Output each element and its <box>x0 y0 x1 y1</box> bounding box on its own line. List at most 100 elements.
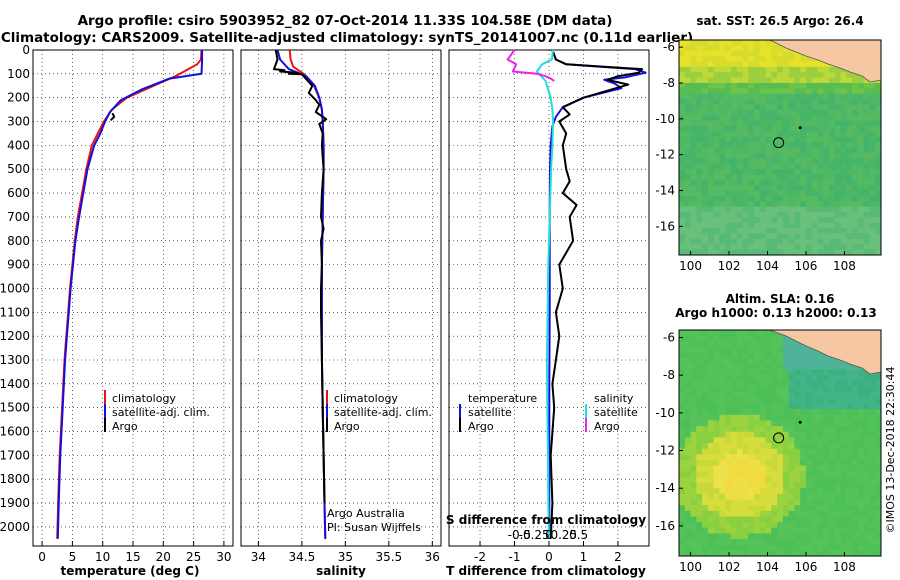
heatmap-cell <box>829 437 836 444</box>
heatmap-cell <box>748 201 755 208</box>
heatmap-cell <box>713 61 720 68</box>
heatmap-cell <box>719 179 726 186</box>
heatmap-cell <box>863 249 871 255</box>
map-y-tick-label: -14 <box>655 184 675 198</box>
heatmap-cell <box>788 201 796 208</box>
heatmap-cell <box>869 201 876 208</box>
heatmap-cell <box>777 465 784 472</box>
heatmap-cell <box>742 83 749 89</box>
heatmap-cell <box>777 420 784 427</box>
heatmap-cell <box>800 533 807 540</box>
heatmap-cell <box>840 454 847 461</box>
heatmap-cell <box>696 488 703 495</box>
legend-label-argo: Argo <box>334 420 360 433</box>
heatmap-cell <box>782 476 790 484</box>
heatmap-cell <box>696 201 703 208</box>
heatmap-cell <box>730 516 738 523</box>
heatmap-cell <box>875 109 881 116</box>
heatmap-cell <box>800 437 807 444</box>
heatmap-cell <box>829 420 836 427</box>
heatmap-cell <box>788 88 796 95</box>
heatmap-cell <box>788 460 796 467</box>
heatmap-cell <box>759 476 767 484</box>
heatmap-cell <box>696 330 703 337</box>
heatmap-cell <box>817 437 824 444</box>
heatmap-cell <box>748 61 755 68</box>
heatmap-cell <box>742 471 749 478</box>
heatmap-cell <box>788 352 796 359</box>
heatmap-cell <box>777 471 784 478</box>
series-s-argo <box>506 49 555 82</box>
heatmap-cell <box>690 88 697 95</box>
heatmap-cell <box>794 56 801 63</box>
heatmap-cell <box>817 539 824 546</box>
heatmap-cell <box>823 109 830 116</box>
heatmap-cell <box>782 380 790 388</box>
heatmap-cell <box>771 358 778 365</box>
heatmap-cell <box>817 482 824 489</box>
heatmap-cell <box>869 522 876 529</box>
heatmap-cell <box>748 88 755 95</box>
heatmap-cell <box>684 163 692 170</box>
heatmap-cell <box>713 115 720 122</box>
x-tick-label: 0 <box>38 550 46 564</box>
heatmap-cell <box>840 505 847 512</box>
heatmap-cell <box>684 152 692 159</box>
x-tick-label: 0 <box>545 550 553 564</box>
heatmap-cell <box>857 163 865 170</box>
heatmap-cell <box>719 375 726 382</box>
heatmap-cell <box>857 488 865 495</box>
heatmap-cell <box>696 249 703 255</box>
heatmap-cell <box>771 488 778 495</box>
heatmap-cell <box>817 499 824 506</box>
heatmap-cell <box>834 104 842 111</box>
heatmap-cell <box>881 94 887 100</box>
heatmap-cell <box>834 115 842 122</box>
heatmap-cell <box>829 460 836 467</box>
heatmap-cell <box>817 510 824 517</box>
heatmap-cell <box>696 238 703 245</box>
heatmap-cell <box>817 409 824 416</box>
heatmap-cell <box>811 190 819 197</box>
heatmap-cell <box>834 147 842 154</box>
heatmap-cell <box>725 499 732 506</box>
heatmap-cell <box>817 77 824 84</box>
heatmap-cell <box>736 380 744 388</box>
heatmap-cell <box>679 77 686 84</box>
map-y-tick-label: -10 <box>655 112 675 126</box>
heatmap-cell <box>823 510 830 517</box>
heatmap-cell <box>771 448 778 455</box>
heatmap-cell <box>834 460 842 467</box>
heatmap-cell <box>829 482 836 489</box>
heatmap-cell <box>800 375 807 382</box>
heatmap-cell <box>857 493 865 501</box>
heatmap-cell <box>863 104 871 111</box>
heatmap-cell <box>679 482 686 489</box>
heatmap-cell <box>725 72 732 79</box>
heatmap-cell <box>788 179 796 186</box>
heatmap-cell <box>806 369 813 376</box>
heatmap-cell <box>707 45 715 52</box>
heatmap-cell <box>823 212 830 218</box>
heatmap-cell <box>690 539 697 546</box>
heatmap-cell <box>840 77 847 84</box>
heatmap-cell <box>782 341 790 348</box>
heatmap-cell <box>690 335 697 342</box>
heatmap-cell <box>725 93 732 100</box>
heatmap-cell <box>742 93 749 100</box>
heatmap-cell <box>684 471 692 478</box>
heatmap-cell <box>840 510 847 517</box>
heatmap-cell <box>684 460 692 467</box>
heatmap-cell <box>846 131 853 138</box>
heatmap-cell <box>771 346 778 354</box>
heatmap-cell <box>817 443 824 450</box>
heatmap-cell <box>806 222 813 229</box>
heatmap-cell <box>817 460 824 467</box>
heatmap-cell <box>852 88 859 95</box>
heatmap-cell <box>765 45 772 52</box>
heatmap-cell <box>857 448 865 455</box>
heatmap-cell <box>823 249 830 255</box>
heatmap-cell <box>754 330 761 337</box>
heatmap-cell <box>863 142 871 149</box>
heatmap-cell <box>765 414 772 422</box>
